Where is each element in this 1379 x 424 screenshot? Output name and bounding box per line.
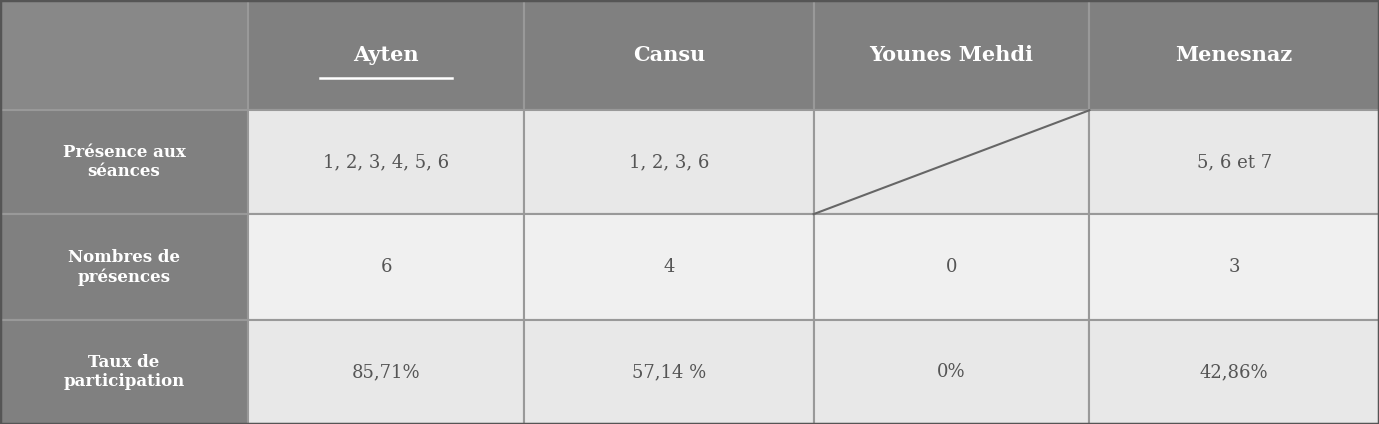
Text: 42,86%: 42,86%: [1200, 363, 1269, 381]
Text: Ayten: Ayten: [353, 45, 419, 65]
Text: Menesnaz: Menesnaz: [1175, 45, 1294, 65]
Bar: [0, 320, 248, 424]
Bar: [524, 0, 814, 110]
Bar: [814, 110, 1089, 214]
Bar: [524, 320, 814, 424]
Bar: [248, 110, 524, 214]
Bar: [248, 320, 524, 424]
Bar: [1089, 214, 1379, 320]
Text: 6: 6: [381, 258, 392, 276]
Text: Cansu: Cansu: [633, 45, 705, 65]
Text: 1, 2, 3, 6: 1, 2, 3, 6: [629, 153, 709, 171]
Bar: [1089, 0, 1379, 110]
Text: Nombres de
présences: Nombres de présences: [68, 248, 181, 286]
Text: 0%: 0%: [938, 363, 965, 381]
Text: 3: 3: [1229, 258, 1240, 276]
Bar: [1089, 110, 1379, 214]
Text: 4: 4: [663, 258, 674, 276]
Bar: [524, 110, 814, 214]
Bar: [814, 320, 1089, 424]
Bar: [1089, 320, 1379, 424]
Bar: [814, 214, 1089, 320]
Text: Younes Mehdi: Younes Mehdi: [870, 45, 1033, 65]
Bar: [0, 110, 248, 214]
Text: 57,14 %: 57,14 %: [632, 363, 706, 381]
Bar: [0, 214, 248, 320]
Text: 1, 2, 3, 4, 5, 6: 1, 2, 3, 4, 5, 6: [323, 153, 450, 171]
Text: 5, 6 et 7: 5, 6 et 7: [1197, 153, 1271, 171]
Bar: [248, 0, 524, 110]
Text: Présence aux
séances: Présence aux séances: [62, 144, 186, 181]
Bar: [524, 214, 814, 320]
Text: 0: 0: [946, 258, 957, 276]
Bar: [0, 0, 248, 110]
Text: Taux de
participation: Taux de participation: [63, 354, 185, 391]
Bar: [248, 214, 524, 320]
Text: 85,71%: 85,71%: [352, 363, 421, 381]
Bar: [814, 0, 1089, 110]
